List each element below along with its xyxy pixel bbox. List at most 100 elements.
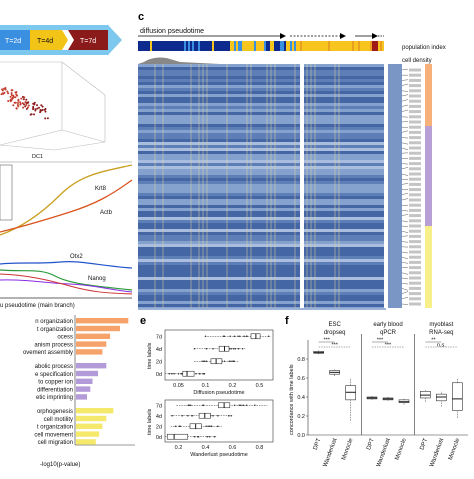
cluster-bar-purple — [425, 126, 432, 226]
heatmap-row — [138, 166, 386, 169]
heatmap-row — [138, 211, 386, 214]
population-cell — [382, 41, 384, 51]
population-cell — [328, 41, 330, 51]
population-cell — [242, 41, 244, 51]
heatmap-row — [138, 298, 386, 301]
heatmap-row — [138, 100, 386, 103]
scatter-point — [32, 108, 34, 110]
e-outlier — [246, 404, 248, 406]
population-cell — [234, 41, 236, 51]
population-cell — [264, 41, 266, 51]
e-outlier — [224, 360, 226, 362]
scatter-point — [28, 105, 30, 107]
population-cell — [324, 41, 326, 51]
population-cell — [366, 41, 368, 51]
heatmap-col — [274, 64, 276, 308]
scatter-point — [3, 88, 5, 90]
population-cell — [172, 41, 174, 51]
f-ytick: 0.8 — [297, 357, 305, 363]
heatmap-row — [138, 136, 386, 139]
scatter-point — [12, 97, 14, 99]
gene-name-tag — [409, 173, 421, 176]
f-method-label: DPT — [313, 437, 323, 451]
scatter-point — [7, 100, 9, 102]
scatter-point — [17, 105, 19, 107]
e-outlier — [214, 436, 216, 438]
heatmap-gap-1 — [300, 64, 304, 308]
population-cell — [180, 41, 182, 51]
e-outlier — [169, 373, 171, 375]
go-term-label: etic imprinting — [36, 395, 73, 401]
population-cell — [160, 41, 162, 51]
f-signif-label: *** — [323, 338, 330, 344]
e-outlier — [187, 415, 189, 417]
legend-box — [0, 165, 12, 220]
go-term-label: t organization — [37, 425, 73, 431]
gene-name-tag — [409, 230, 421, 233]
heatmap-row — [138, 184, 386, 187]
population-cell — [272, 41, 274, 51]
heatmap-row — [138, 247, 386, 250]
heatmap-col — [206, 64, 208, 308]
go-term-bar — [76, 341, 106, 346]
population-cell — [288, 41, 290, 51]
population-cell — [146, 41, 148, 51]
population-cell — [306, 41, 308, 51]
e-outlier — [204, 360, 206, 362]
scatter-points — [1, 87, 49, 119]
heatmap-row — [138, 157, 386, 160]
gene-label-actb: Actb — [100, 210, 113, 216]
e-outlier — [175, 425, 177, 427]
go-term-label: to copper ion — [38, 380, 73, 386]
population-cell — [380, 41, 382, 51]
stage-4d-label: T=4d — [37, 38, 53, 45]
scatter-point — [44, 109, 46, 111]
heatmap-col — [250, 64, 252, 308]
population-cell — [252, 41, 254, 51]
heatmap-row — [138, 145, 386, 148]
scatter-point — [41, 110, 43, 112]
go-term-label: cell migration — [38, 440, 73, 446]
gene-name-tag — [409, 245, 421, 248]
population-cell — [268, 41, 270, 51]
population-index-bar — [138, 41, 388, 51]
heatmap-row — [138, 169, 386, 172]
heatmap-row — [138, 130, 386, 133]
heatmap-side-block — [388, 64, 402, 308]
population-cell — [278, 41, 280, 51]
heatmap-row — [138, 76, 386, 79]
population-cell — [266, 41, 268, 51]
scatter-point — [22, 96, 24, 98]
scatter-point — [17, 102, 19, 104]
scatter-point — [2, 93, 4, 95]
e-xlabel: Diffusion pseudotime — [193, 390, 244, 396]
e-outlier — [191, 415, 193, 417]
scatter-point — [19, 101, 21, 103]
scatter-point — [19, 104, 21, 106]
heatmap-col — [334, 64, 336, 308]
f-box — [452, 383, 462, 411]
heatmap-row — [138, 277, 386, 280]
e-outlier — [234, 335, 236, 337]
population-cell — [204, 41, 206, 51]
gene-name-tag — [409, 188, 421, 191]
population-cell — [348, 41, 350, 51]
heatmap-panel: c diffusion pseudotime population index … — [138, 11, 446, 310]
heatmap-col — [190, 64, 192, 308]
population-cell — [154, 41, 156, 51]
go-term-bar — [76, 431, 99, 436]
heatmap-row — [138, 115, 386, 118]
e-xtick: 0.2 — [175, 445, 183, 451]
heatmap-row — [138, 301, 386, 304]
e-outlier — [195, 373, 197, 375]
heatmap-row — [138, 253, 386, 256]
heatmap-row — [138, 175, 386, 178]
scatter-point — [47, 117, 49, 119]
population-cell — [340, 41, 342, 51]
scatter-point — [20, 98, 22, 100]
heatmap-row — [138, 70, 386, 73]
population-cell — [228, 41, 230, 51]
population-cell — [330, 41, 332, 51]
heatmap-stripes — [138, 64, 386, 310]
gene-name-tag — [409, 303, 421, 306]
